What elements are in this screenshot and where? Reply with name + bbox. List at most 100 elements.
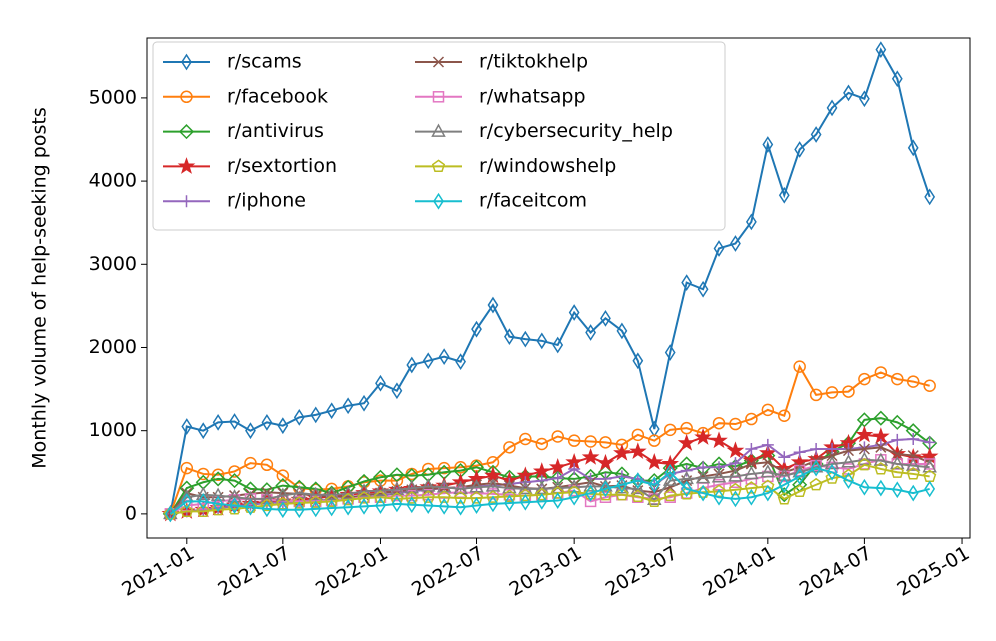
y-tick-label: 5000 bbox=[89, 86, 137, 108]
legend-marker bbox=[178, 124, 195, 140]
marker bbox=[697, 484, 709, 502]
marker bbox=[647, 491, 662, 505]
marker bbox=[519, 432, 532, 446]
marker bbox=[326, 402, 338, 420]
marker bbox=[405, 491, 419, 504]
marker bbox=[453, 480, 468, 495]
marker bbox=[551, 430, 564, 443]
marker bbox=[713, 240, 725, 257]
marker bbox=[855, 425, 874, 443]
marker bbox=[276, 469, 290, 482]
marker bbox=[438, 497, 450, 515]
marker bbox=[858, 441, 871, 454]
marker bbox=[357, 491, 371, 504]
marker bbox=[648, 434, 661, 447]
marker bbox=[196, 504, 210, 517]
marker bbox=[793, 446, 806, 459]
marker bbox=[243, 490, 258, 505]
marker bbox=[728, 468, 743, 482]
marker bbox=[486, 490, 500, 503]
marker bbox=[358, 497, 370, 515]
marker bbox=[924, 188, 936, 206]
marker bbox=[776, 487, 792, 503]
marker bbox=[794, 141, 806, 158]
marker bbox=[744, 481, 758, 494]
series bbox=[164, 41, 936, 523]
marker bbox=[406, 356, 418, 374]
marker bbox=[504, 494, 515, 512]
marker bbox=[858, 443, 870, 455]
marker bbox=[229, 413, 240, 430]
marker bbox=[585, 324, 596, 341]
marker bbox=[889, 414, 905, 430]
marker bbox=[824, 455, 840, 470]
marker bbox=[552, 492, 564, 509]
marker bbox=[596, 453, 615, 471]
marker bbox=[663, 488, 677, 502]
legend-label: r/antivirus bbox=[227, 120, 324, 142]
marker bbox=[745, 213, 757, 231]
legend-marker bbox=[431, 123, 446, 137]
marker bbox=[695, 460, 711, 476]
marker bbox=[391, 495, 403, 513]
marker bbox=[584, 435, 597, 448]
marker bbox=[518, 488, 532, 502]
marker bbox=[598, 487, 613, 501]
marker bbox=[923, 379, 936, 393]
marker bbox=[519, 493, 531, 511]
marker bbox=[437, 461, 451, 475]
marker bbox=[745, 488, 757, 506]
legend-label: r/tiktokhelp bbox=[479, 51, 588, 73]
marker bbox=[923, 436, 936, 449]
marker bbox=[697, 470, 709, 482]
marker bbox=[552, 336, 564, 354]
marker bbox=[277, 417, 289, 435]
marker bbox=[809, 477, 823, 491]
marker bbox=[245, 498, 256, 516]
marker bbox=[454, 461, 467, 474]
marker bbox=[809, 388, 823, 402]
marker bbox=[341, 492, 355, 506]
marker bbox=[907, 484, 919, 502]
marker bbox=[681, 274, 693, 291]
marker bbox=[212, 413, 224, 431]
x-tick-label: 2022-01 bbox=[312, 542, 392, 601]
marker bbox=[712, 416, 726, 430]
marker bbox=[696, 485, 710, 498]
marker bbox=[502, 480, 517, 494]
marker bbox=[905, 457, 921, 471]
marker bbox=[600, 309, 611, 327]
marker bbox=[180, 461, 194, 475]
marker bbox=[890, 455, 905, 470]
marker bbox=[421, 490, 435, 503]
marker bbox=[730, 235, 741, 252]
x-tick-label: 2021-01 bbox=[118, 542, 198, 601]
x-tick-label: 2023-07 bbox=[602, 542, 682, 601]
marker bbox=[875, 41, 887, 59]
marker bbox=[536, 493, 548, 510]
marker bbox=[873, 452, 889, 466]
x-tick-label: 2021-07 bbox=[214, 542, 294, 601]
marker bbox=[437, 490, 451, 503]
marker bbox=[227, 489, 242, 503]
marker bbox=[730, 490, 741, 508]
marker bbox=[761, 479, 775, 493]
legend-label: r/facebook bbox=[227, 85, 328, 107]
marker bbox=[261, 500, 273, 518]
marker bbox=[745, 412, 758, 426]
marker bbox=[244, 456, 257, 470]
marker bbox=[874, 462, 888, 475]
marker bbox=[535, 474, 548, 487]
marker bbox=[826, 450, 838, 462]
marker bbox=[310, 500, 322, 518]
marker bbox=[342, 397, 354, 415]
marker bbox=[454, 491, 468, 504]
marker bbox=[762, 136, 774, 153]
marker bbox=[600, 480, 611, 498]
marker bbox=[762, 456, 774, 468]
marker bbox=[616, 476, 628, 494]
marker bbox=[389, 481, 405, 495]
marker bbox=[922, 459, 937, 473]
marker bbox=[309, 495, 323, 508]
marker bbox=[891, 448, 903, 460]
